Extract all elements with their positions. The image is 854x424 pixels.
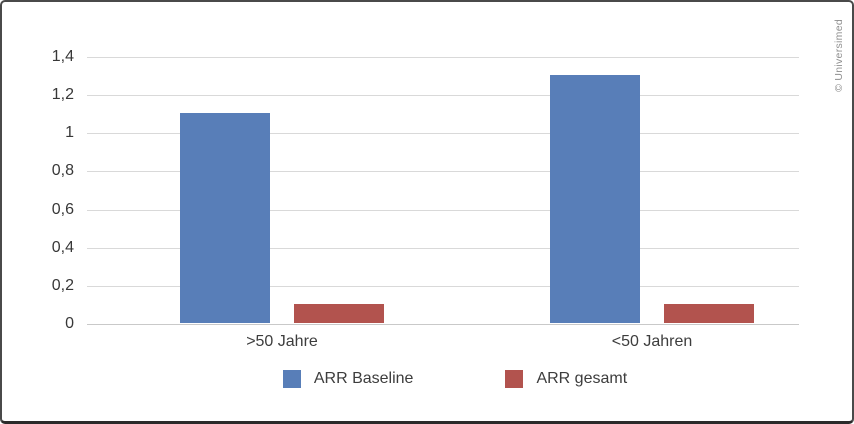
gridline: [87, 247, 799, 249]
legend: ARR Baseline ARR gesamt: [30, 370, 852, 388]
y-tick-label: 0,6: [51, 200, 74, 218]
x-category-label: >50 Jahre: [246, 333, 318, 350]
x-category-label: <50 Jahren: [611, 333, 693, 350]
gridline: [87, 285, 799, 287]
y-tick-label: 1,4: [51, 48, 74, 65]
x-axis-line: [87, 324, 799, 325]
legend-swatch-icon: [282, 370, 301, 388]
bar-arr-gesamt-cat1: [294, 303, 384, 323]
plot-area: [87, 57, 799, 325]
legend-swatch-icon: [505, 370, 524, 388]
watermark-text: © Universimed: [833, 19, 845, 92]
gridline: [87, 209, 799, 211]
y-tick-label: 0,8: [51, 162, 74, 180]
legend-item-arr-baseline: ARR Baseline: [282, 370, 414, 388]
gridline: [87, 57, 799, 58]
gridline: [87, 133, 799, 135]
gridline: [87, 171, 799, 173]
bar-arr-baseline-cat2: [550, 75, 640, 323]
bar-arr-gesamt-cat2: [664, 303, 754, 323]
legend-item-arr-gesamt: ARR gesamt: [505, 370, 627, 388]
y-tick-label: 1,2: [51, 86, 74, 104]
y-tick-label: 1: [65, 124, 74, 142]
y-tick-label: 0: [65, 315, 74, 332]
gridline: [87, 95, 799, 97]
legend-label: ARR Baseline: [313, 370, 414, 387]
legend-label: ARR gesamt: [536, 370, 628, 387]
y-tick-label: 0,4: [51, 238, 74, 256]
bar-arr-baseline-cat1: [180, 113, 270, 323]
y-tick-label: 0,2: [51, 276, 74, 294]
